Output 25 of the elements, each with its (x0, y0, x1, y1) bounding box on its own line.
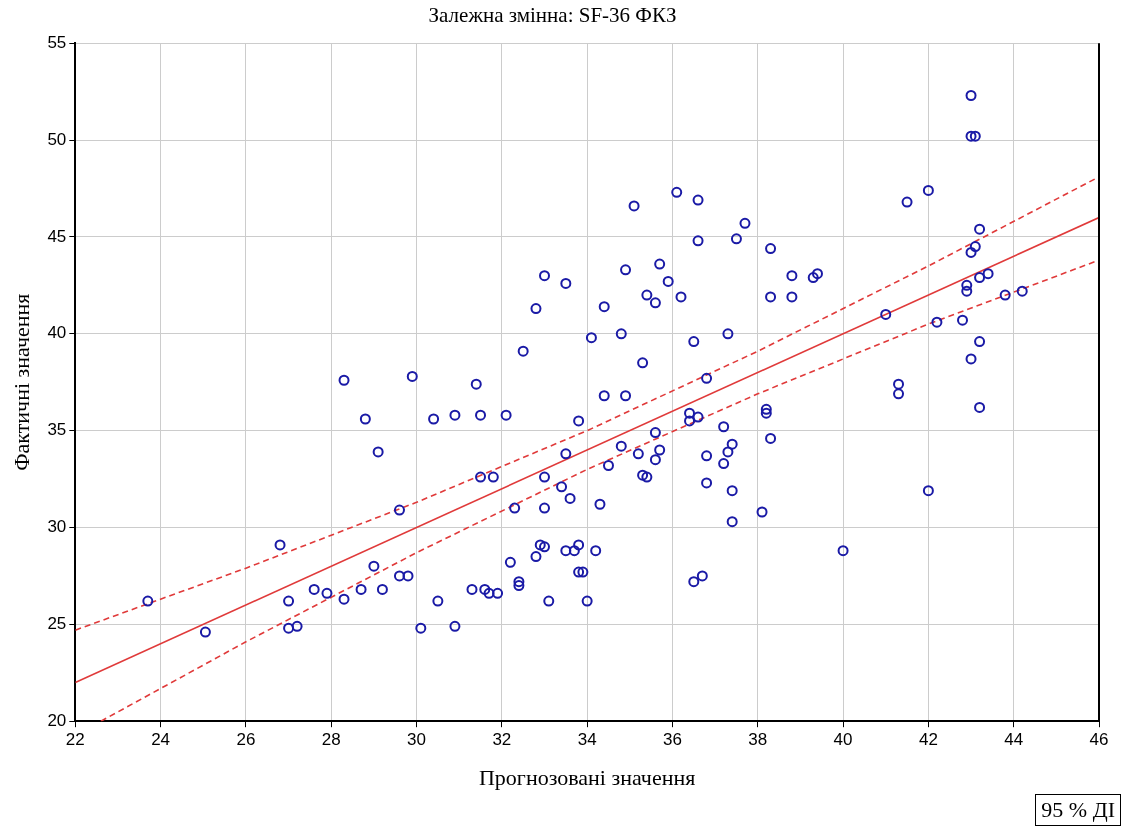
x-tick-label: 34 (577, 730, 597, 750)
x-tick-label: 26 (236, 730, 256, 750)
y-tick-label: 40 (47, 323, 67, 343)
chart-title: Залежна змінна: SF-36 ФКЗ (428, 3, 677, 28)
y-tick-label: 25 (47, 614, 67, 634)
x-tick-label: 46 (1089, 730, 1109, 750)
y-tick-label: 55 (47, 32, 67, 52)
x-axis-title: Прогнозовані значення (478, 764, 696, 790)
x-tick-label: 30 (407, 730, 426, 750)
x-tick-label: 24 (151, 730, 171, 750)
y-tick-label: 20 (47, 710, 67, 730)
x-tick-label: 38 (748, 730, 768, 750)
text: 95 % ДІ (1035, 794, 1121, 826)
y-tick-label: 35 (47, 420, 67, 440)
x-tick-label: 42 (918, 730, 938, 750)
x-tick-label: 40 (833, 730, 853, 750)
y-axis-title: Фактичні значення (8, 293, 34, 471)
y-tick-label: 30 (47, 517, 67, 537)
x-tick-label: 44 (1004, 730, 1024, 750)
x-tick-label: 36 (663, 730, 682, 750)
x-tick-label: 32 (492, 730, 512, 750)
x-tick-label: 22 (65, 730, 85, 750)
y-tick-label: 50 (47, 129, 67, 149)
x-tick-label: 28 (321, 730, 341, 750)
y-tick-label: 45 (47, 226, 67, 246)
